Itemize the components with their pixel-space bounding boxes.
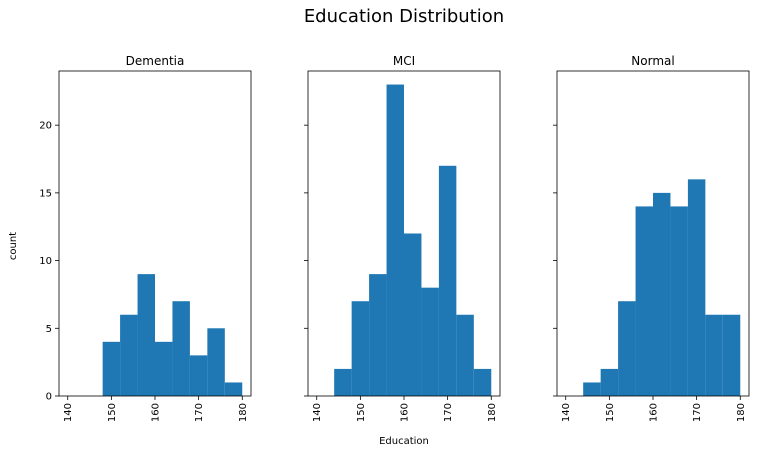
- x-tick-label: 160: [151, 403, 162, 422]
- histogram-bar: [172, 301, 190, 396]
- histogram-bar: [224, 382, 243, 396]
- x-tick-label: 140: [561, 403, 572, 422]
- histogram-bar: [473, 368, 492, 396]
- y-tick-label: 5: [46, 324, 52, 335]
- histogram-bar: [635, 206, 653, 396]
- histogram-bar: [137, 274, 155, 397]
- y-tick-label: 20: [39, 121, 52, 132]
- panel-dementia: Dementia 0 5 10 15 20 140 150 160 170 180: [39, 54, 252, 422]
- panel-title-dementia: Dementia: [126, 54, 185, 68]
- x-tick-label: 180: [487, 403, 498, 422]
- histogram-bar: [421, 287, 439, 396]
- histogram-bar: [722, 314, 741, 396]
- x-tick-label: 170: [692, 403, 703, 422]
- y-axis-label: count: [8, 232, 19, 260]
- panel-normal: Normal 140 150 160 170 180: [553, 54, 750, 422]
- y-tick-label: 0: [46, 392, 52, 403]
- histogram-bar: [618, 301, 636, 396]
- histogram-bar: [207, 328, 225, 396]
- panel-mci: MCI 140 150 160 170 180: [304, 54, 501, 422]
- panel-title-normal: Normal: [631, 54, 674, 68]
- histogram-bar: [102, 341, 121, 396]
- x-tick-label: 170: [194, 403, 205, 422]
- histogram-bar: [334, 368, 352, 396]
- x-tick-label: 150: [356, 403, 367, 422]
- histogram-bar: [369, 274, 387, 397]
- histogram-bar: [670, 206, 688, 396]
- x-tick-label: 140: [63, 403, 74, 422]
- x-axis-label: Education: [379, 436, 429, 447]
- panel-title-mci: MCI: [393, 54, 415, 68]
- histogram-bar: [155, 341, 173, 396]
- histogram-bar: [120, 314, 138, 396]
- x-tick-label: 160: [400, 403, 411, 422]
- histogram-bar: [600, 368, 619, 396]
- histogram-bar: [456, 314, 474, 396]
- histogram-bar: [189, 355, 208, 397]
- histogram-bar: [386, 84, 404, 396]
- y-tick-label: 10: [39, 256, 52, 267]
- x-tick-label: 160: [649, 403, 660, 422]
- histogram-bar: [653, 192, 671, 397]
- figure-title: Education Distribution: [304, 6, 504, 27]
- histogram-bar: [351, 301, 370, 396]
- x-tick-label: 170: [443, 403, 454, 422]
- histogram-bar: [705, 314, 723, 396]
- histogram-bar: [404, 233, 422, 396]
- histogram-bar: [687, 179, 706, 396]
- x-tick-label: 180: [736, 403, 747, 422]
- histogram-bar: [438, 165, 457, 396]
- x-tick-label: 140: [312, 403, 323, 422]
- x-tick-label: 180: [238, 403, 249, 422]
- x-tick-label: 150: [107, 403, 118, 422]
- x-tick-label: 150: [605, 403, 616, 422]
- y-tick-label: 15: [39, 188, 52, 199]
- histogram-bar: [583, 382, 601, 396]
